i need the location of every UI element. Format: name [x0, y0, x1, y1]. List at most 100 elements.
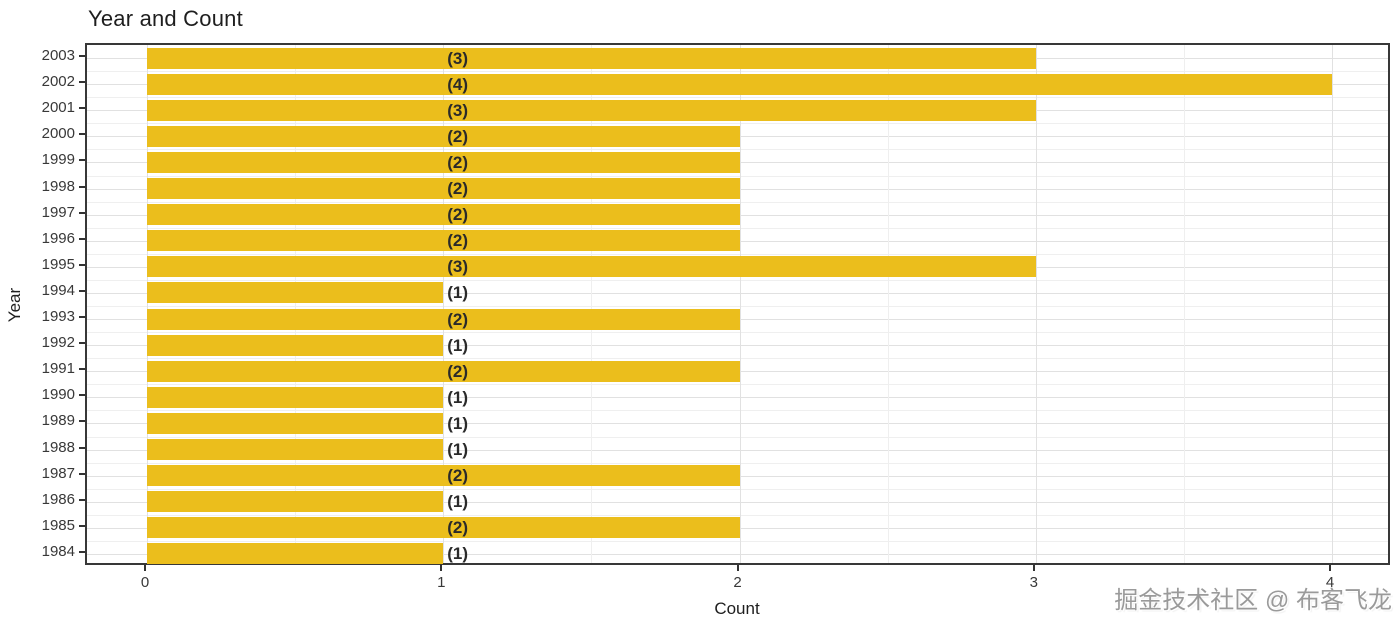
gridline-horizontal-minor: [87, 71, 1388, 73]
bar-value-label: (2): [447, 126, 469, 146]
x-tick-mark: [1032, 565, 1035, 571]
bar: [147, 491, 444, 513]
x-tick-mark: [1329, 565, 1331, 571]
gridline-horizontal-major: [87, 397, 1388, 399]
bar: [147, 230, 740, 252]
bar: [147, 360, 740, 382]
bar-value-label: (2): [447, 205, 469, 225]
bar: [147, 99, 1036, 121]
y-tick-mark: [79, 394, 85, 397]
bar: [147, 73, 1332, 95]
y-tick-label: 1994: [41, 281, 75, 299]
y-tick-mark: [79, 159, 85, 162]
y-tick-label: 1986: [41, 490, 75, 508]
y-tick-mark: [79, 211, 85, 214]
y-tick-label: 1996: [41, 229, 75, 247]
y-tick-label: 1993: [41, 308, 75, 326]
plot-panel: (3) (4) (3) (2) (2) (2) (2) (2) (3) (1) (2) (1) (2) (…: [85, 43, 1390, 565]
y-tick-mark: [79, 550, 85, 553]
gridline-horizontal-minor: [87, 332, 1388, 334]
bar: [147, 334, 444, 356]
gridline-horizontal-minor: [87, 358, 1388, 360]
x-tick-label: 4: [1325, 574, 1335, 591]
gridline-horizontal-minor: [87, 462, 1388, 464]
gridline-horizontal-minor: [87, 540, 1388, 542]
y-tick-label: 2000: [41, 125, 75, 143]
gridline-horizontal-minor: [87, 227, 1388, 229]
bar-value-label: (2): [447, 518, 469, 538]
bar-value-label: (3): [447, 48, 469, 68]
y-tick-label: 1998: [41, 177, 75, 195]
y-tick-mark: [79, 420, 85, 423]
y-tick-mark: [79, 316, 85, 319]
bar: [147, 204, 740, 226]
bar-value-label: (2): [447, 309, 469, 329]
gridline-horizontal-major: [87, 501, 1388, 503]
gridline-vertical-major: [1035, 45, 1037, 563]
x-tick-mark: [736, 565, 739, 571]
y-tick-mark: [79, 472, 85, 475]
bar-value-label: (1): [447, 492, 469, 512]
y-tick-mark: [79, 342, 85, 345]
bar: [147, 465, 740, 487]
y-tick-label: 1995: [41, 255, 75, 273]
gridline-horizontal-minor: [87, 175, 1388, 177]
bar: [147, 256, 1036, 278]
bar: [147, 47, 1036, 69]
bar: [147, 412, 444, 434]
y-tick-mark: [79, 185, 85, 188]
y-tick-mark: [79, 81, 85, 84]
bar: [147, 386, 444, 408]
y-tick-label: 1985: [41, 516, 75, 534]
gridline-horizontal-minor: [87, 149, 1388, 151]
y-tick-label: 1988: [41, 438, 75, 456]
bar-value-label: (1): [447, 335, 469, 355]
y-tick-label: 2002: [41, 73, 75, 91]
gridline-vertical-minor: [591, 45, 593, 563]
bar: [147, 125, 740, 147]
x-axis-title: Count: [714, 599, 760, 618]
y-tick-label: 1997: [41, 203, 75, 221]
gridline-horizontal-minor: [87, 253, 1388, 255]
x-tick-label: 0: [140, 574, 150, 591]
bar-value-label: (2): [447, 179, 469, 199]
y-tick-label: 1992: [41, 334, 75, 352]
gridline-horizontal-minor: [87, 201, 1388, 203]
y-tick-label: 2001: [41, 99, 75, 117]
y-tick-label: 2003: [41, 47, 75, 65]
x-tick-mark: [440, 565, 443, 571]
bar-value-label: (1): [447, 387, 469, 407]
gridline-horizontal-minor: [87, 514, 1388, 516]
gridline-horizontal-minor: [87, 488, 1388, 490]
bar-value-label: (2): [447, 361, 469, 381]
gridline-horizontal-major: [87, 292, 1388, 294]
gridline-vertical-major: [443, 45, 445, 563]
y-tick-label: 1990: [41, 386, 75, 404]
x-tick-label: 1: [437, 574, 446, 591]
y-tick-label: 1987: [41, 464, 75, 482]
y-tick-mark: [79, 289, 85, 292]
gridline-vertical-minor: [1183, 45, 1185, 563]
y-tick-mark: [79, 107, 85, 110]
gridline-horizontal-minor: [87, 436, 1388, 438]
gridline-horizontal-major: [87, 553, 1388, 555]
bar: [147, 543, 444, 565]
gridline-horizontal-minor: [87, 123, 1388, 125]
bar: [147, 282, 444, 304]
bar-value-label: (1): [447, 440, 469, 460]
x-tick-label: 3: [1029, 574, 1038, 591]
gridline-horizontal-minor: [87, 279, 1388, 281]
bar-value-label: (2): [447, 152, 469, 172]
y-tick-mark: [79, 368, 85, 371]
gridline-horizontal-major: [87, 449, 1388, 451]
bar: [147, 151, 740, 173]
bar-value-label: (2): [447, 466, 469, 486]
y-tick-label: 1991: [41, 360, 75, 378]
y-tick-mark: [79, 446, 85, 449]
gridline-vertical-minor: [887, 45, 889, 563]
bar-value-label: (4): [447, 74, 469, 94]
gridline-horizontal-minor: [87, 384, 1388, 386]
y-tick-mark: [79, 237, 85, 240]
chart-title: Year and Count: [88, 6, 243, 31]
